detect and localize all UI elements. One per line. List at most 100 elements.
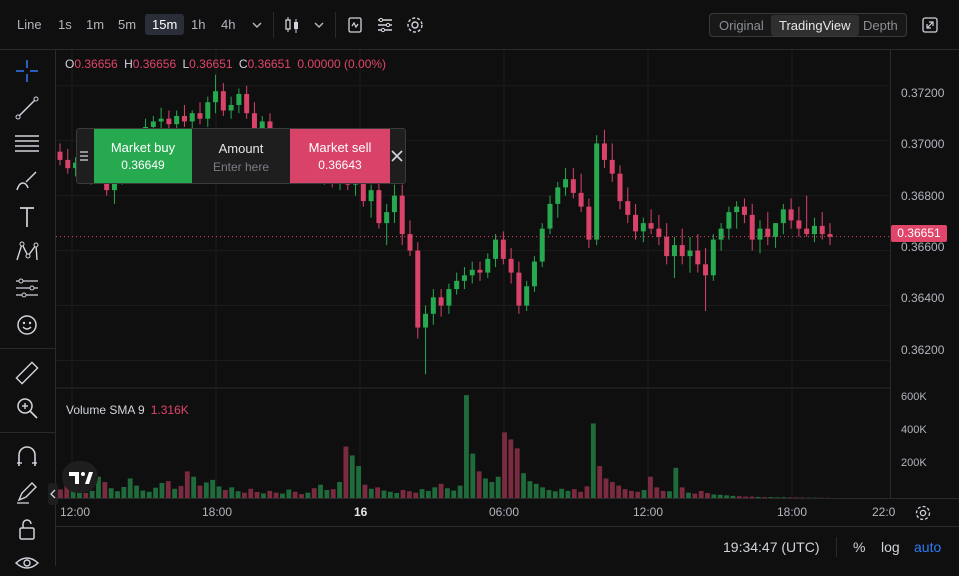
candle	[742, 207, 747, 215]
utc-clock[interactable]: 19:34:47 (UTC)	[723, 539, 819, 555]
candle	[641, 223, 646, 231]
auto-toggle[interactable]: auto	[914, 539, 941, 555]
interval-4h[interactable]: 4h	[221, 17, 235, 32]
fullscreen-icon[interactable]	[920, 15, 940, 35]
horizontal-lines-icon[interactable]	[14, 130, 40, 156]
brush-icon[interactable]	[14, 168, 40, 194]
chevron-down-icon[interactable]	[247, 15, 267, 35]
indicators-icon[interactable]	[345, 15, 365, 35]
candle	[695, 251, 700, 265]
volume-bar	[267, 491, 272, 498]
volume-bar	[324, 490, 329, 498]
crosshair-icon[interactable]	[14, 58, 40, 84]
chart-type-line[interactable]: Line	[17, 17, 42, 32]
candle	[400, 196, 405, 234]
price-axis[interactable]: 0.37200 0.37000 0.36800 0.36600 0.36400 …	[890, 50, 959, 498]
volume-bar	[496, 477, 501, 498]
volume-bar	[464, 395, 469, 498]
volume-bar	[166, 481, 171, 498]
price-tick: 0.36600	[901, 240, 944, 254]
candle	[151, 121, 156, 126]
view-depth[interactable]: Depth	[863, 18, 898, 33]
candle	[804, 229, 809, 234]
candle	[789, 209, 794, 220]
price-chart[interactable]	[56, 50, 890, 498]
volume-bar	[198, 486, 203, 498]
market-buy-button[interactable]: Market buy 0.36649	[94, 129, 192, 183]
zoom-in-icon[interactable]	[14, 395, 40, 421]
volume-bar	[128, 478, 133, 498]
candle	[571, 179, 576, 193]
prediction-icon[interactable]	[14, 276, 40, 302]
candle	[65, 160, 70, 168]
order-panel: Market buy 0.36649 Amount Enter here Mar…	[76, 128, 406, 184]
volume-bar	[286, 489, 291, 498]
volume-tick: 400K	[901, 424, 927, 436]
view-original[interactable]: Original	[719, 18, 764, 33]
gear-icon[interactable]	[405, 15, 425, 35]
percent-toggle[interactable]: %	[853, 539, 865, 555]
text-icon[interactable]	[14, 204, 40, 230]
candle	[781, 209, 786, 223]
time-tick: 22:0	[872, 505, 895, 519]
interval-5m[interactable]: 5m	[118, 17, 136, 32]
toolbar-divider	[273, 12, 274, 38]
volume-bar	[629, 491, 634, 498]
bottom-bar: 19:34:47 (UTC) % log auto	[56, 526, 959, 566]
interval-15m[interactable]: 15m	[145, 14, 184, 35]
candle	[711, 240, 716, 276]
volume-bar	[680, 487, 685, 498]
log-toggle[interactable]: log	[881, 539, 900, 555]
trend-line-icon[interactable]	[14, 95, 40, 121]
volume-bar	[667, 491, 672, 498]
close-value: 0.36651	[248, 57, 291, 71]
toolbar-divider	[0, 432, 56, 433]
toolbar-divider	[335, 12, 336, 38]
candle	[236, 94, 241, 105]
candle	[796, 220, 801, 228]
time-tick: 16	[354, 505, 367, 519]
chevron-down-icon[interactable]	[309, 15, 329, 35]
market-sell-button[interactable]: Market sell 0.36643	[290, 129, 390, 183]
candles-icon[interactable]	[282, 15, 302, 35]
pattern-icon[interactable]	[14, 239, 40, 265]
candle	[190, 113, 195, 121]
volume-bar	[210, 480, 215, 498]
amount-field[interactable]: Amount Enter here	[192, 129, 290, 183]
volume-bar	[673, 468, 678, 498]
market-buy-price: 0.36649	[94, 158, 192, 172]
low-value: 0.36651	[189, 57, 232, 71]
magnet-icon[interactable]	[14, 444, 40, 470]
lock-icon[interactable]	[14, 516, 40, 542]
view-tradingview[interactable]: TradingView	[771, 15, 859, 36]
amount-input[interactable]: Enter here	[192, 160, 290, 174]
time-tick: 18:00	[202, 505, 232, 519]
candle	[563, 179, 568, 187]
time-axis[interactable]: 12:00 18:00 16 06:00 12:00 18:00 22:0	[56, 498, 959, 526]
candle	[431, 297, 436, 313]
eye-icon[interactable]	[14, 550, 40, 576]
drag-handle-icon[interactable]	[79, 149, 89, 163]
candle	[610, 160, 615, 174]
interval-1h[interactable]: 1h	[191, 17, 205, 32]
emoji-icon[interactable]	[14, 312, 40, 338]
volume-label: Volume SMA 9	[66, 403, 145, 417]
interval-1s[interactable]: 1s	[58, 17, 72, 32]
volume-bar	[407, 491, 412, 498]
tradingview-logo[interactable]	[62, 461, 98, 493]
volume-bar	[337, 482, 342, 498]
draw-mode-icon[interactable]	[14, 479, 40, 505]
ruler-icon[interactable]	[14, 360, 40, 386]
price-tick: 0.36200	[901, 343, 944, 357]
candle	[750, 215, 755, 240]
candle	[633, 215, 638, 231]
templates-icon[interactable]	[375, 15, 395, 35]
close-icon[interactable]	[390, 149, 404, 163]
time-tick: 12:00	[60, 505, 90, 519]
volume-bar	[502, 432, 507, 498]
interval-1m[interactable]: 1m	[86, 17, 104, 32]
candle	[462, 275, 467, 280]
candle	[213, 91, 218, 102]
gear-icon[interactable]	[914, 504, 932, 522]
